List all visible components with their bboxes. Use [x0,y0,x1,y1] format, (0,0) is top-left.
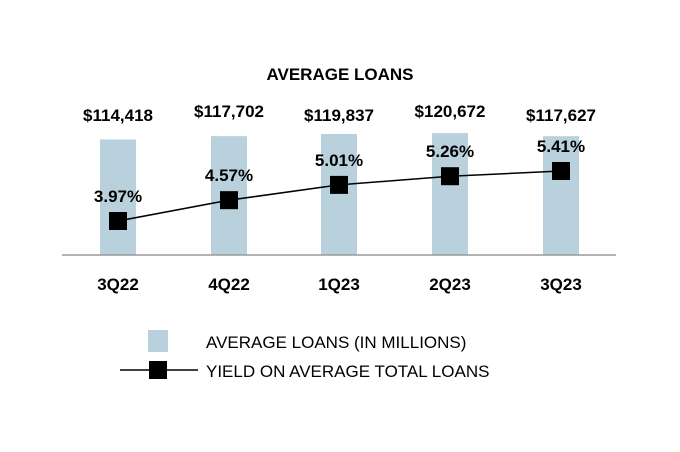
bar-3q23 [543,136,579,255]
x-tick-label: 3Q23 [540,275,582,294]
x-tick-label: 3Q22 [97,275,139,294]
x-tick-label: 2Q23 [429,275,471,294]
bar-value-label: $114,418 [83,106,153,125]
x-tick-labels-group: 3Q22 4Q22 1Q23 2Q23 3Q23 [97,275,582,294]
yield-value-label: 3.97% [94,187,142,206]
yield-marker-3q23 [552,162,570,180]
yield-markers-group [109,162,570,230]
legend-marker-swatch [149,361,167,379]
yield-labels-group: 3.97% 4.57% 5.01% 5.26% 5.41% [94,137,585,206]
yield-value-label: 5.41% [537,137,585,156]
yield-value-label: 5.26% [426,142,474,161]
bar-value-label: $117,627 [526,106,596,125]
chart-title: AVERAGE LOANS [266,65,413,84]
yield-marker-3q22 [109,212,127,230]
x-tick-label: 4Q22 [208,275,250,294]
bar-value-label: $117,702 [194,102,264,121]
bar-1q23 [321,133,357,255]
bar-value-label: $120,672 [415,102,486,121]
yield-marker-2q23 [441,167,459,186]
legend-line-label: YIELD ON AVERAGE TOTAL LOANS [206,362,489,381]
yield-marker-1q23 [330,175,348,194]
yield-value-label: 4.57% [205,166,253,185]
legend: AVERAGE LOANS (IN MILLIONS) YIELD ON AVE… [120,330,489,381]
bar-value-label: $119,837 [304,106,374,125]
x-tick-label: 1Q23 [318,275,360,294]
yield-marker-4q22 [220,191,238,210]
bar-3q22 [100,139,136,255]
bar-labels-group: $114,418 $117,702 $119,837 $120,672 $117,627 [83,102,596,125]
yield-value-label: 5.01% [315,151,363,170]
legend-bar-label: AVERAGE LOANS (IN MILLIONS) [206,333,466,352]
legend-bar-swatch [148,330,168,352]
bar-2q23 [432,133,468,255]
